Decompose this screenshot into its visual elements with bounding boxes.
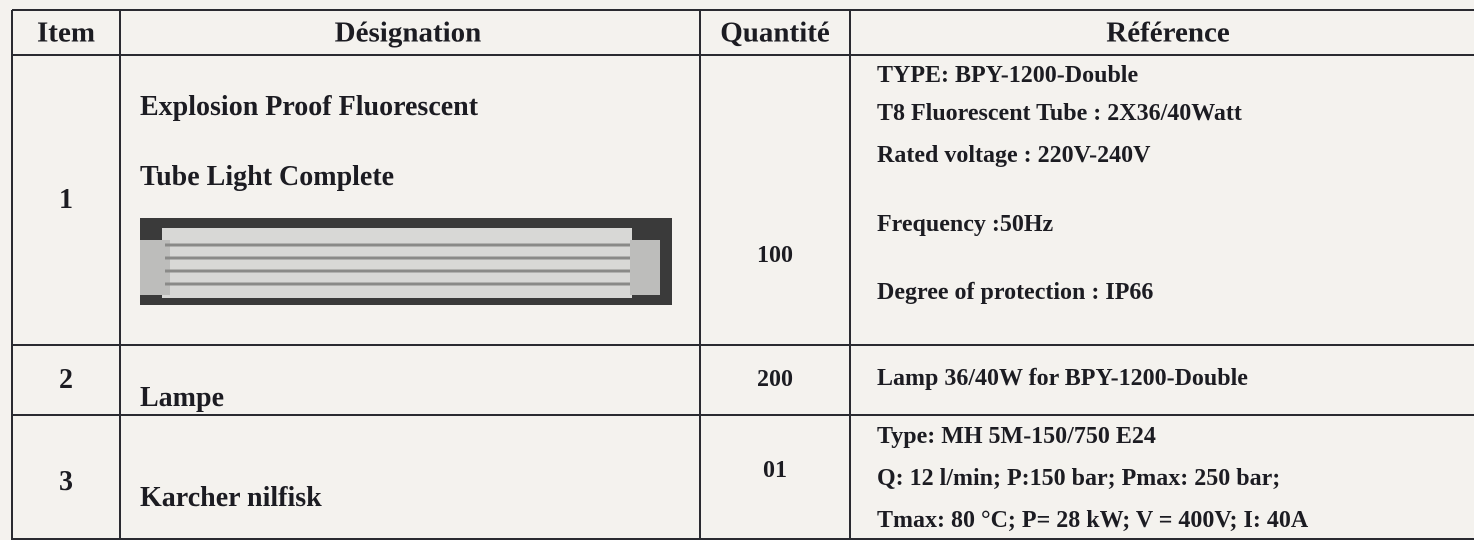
designation-line: Tube Light Complete — [140, 163, 394, 191]
reference-line: T8 Fluorescent Tube : 2X36/40Watt — [877, 101, 1242, 125]
reference-line: Rated voltage : 220V-240V — [877, 143, 1151, 167]
quantity-cell: 200 — [757, 367, 793, 391]
designation-line: Explosion Proof Fluorescent — [140, 93, 478, 121]
designation-line: Lampe — [140, 384, 224, 412]
document-page: Item Désignation Quantité Référence 1 Ex… — [0, 0, 1474, 540]
reference-line: Tmax: 80 °C; P= 28 kW; V = 400V; I: 40A — [877, 508, 1308, 532]
reference-line: Frequency :50Hz — [877, 212, 1053, 236]
designation-line: Karcher nilfisk — [140, 484, 322, 512]
quantity-cell: 01 — [763, 458, 787, 482]
reference-line: Degree of protection : IP66 — [877, 280, 1153, 304]
header-cell: Référence — [1106, 19, 1229, 48]
table-grid — [0, 0, 1474, 540]
reference-line: Lamp 36/40W for BPY-1200-Double — [877, 366, 1248, 390]
header-cell: Item — [37, 19, 95, 48]
item-cell: 2 — [59, 366, 73, 394]
reference-line: Q: 12 l/min; P:150 bar; Pmax: 250 bar; — [877, 466, 1280, 490]
item-cell: 3 — [59, 468, 73, 496]
item-cell: 1 — [59, 186, 73, 214]
tube-light-photo — [140, 218, 672, 305]
reference-line: TYPE: BPY-1200-Double — [877, 63, 1138, 87]
header-cell: Quantité — [720, 19, 830, 48]
quantity-cell: 100 — [757, 243, 793, 267]
header-cell: Désignation — [335, 19, 482, 48]
reference-line: Type: MH 5M-150/750 E24 — [877, 424, 1156, 448]
